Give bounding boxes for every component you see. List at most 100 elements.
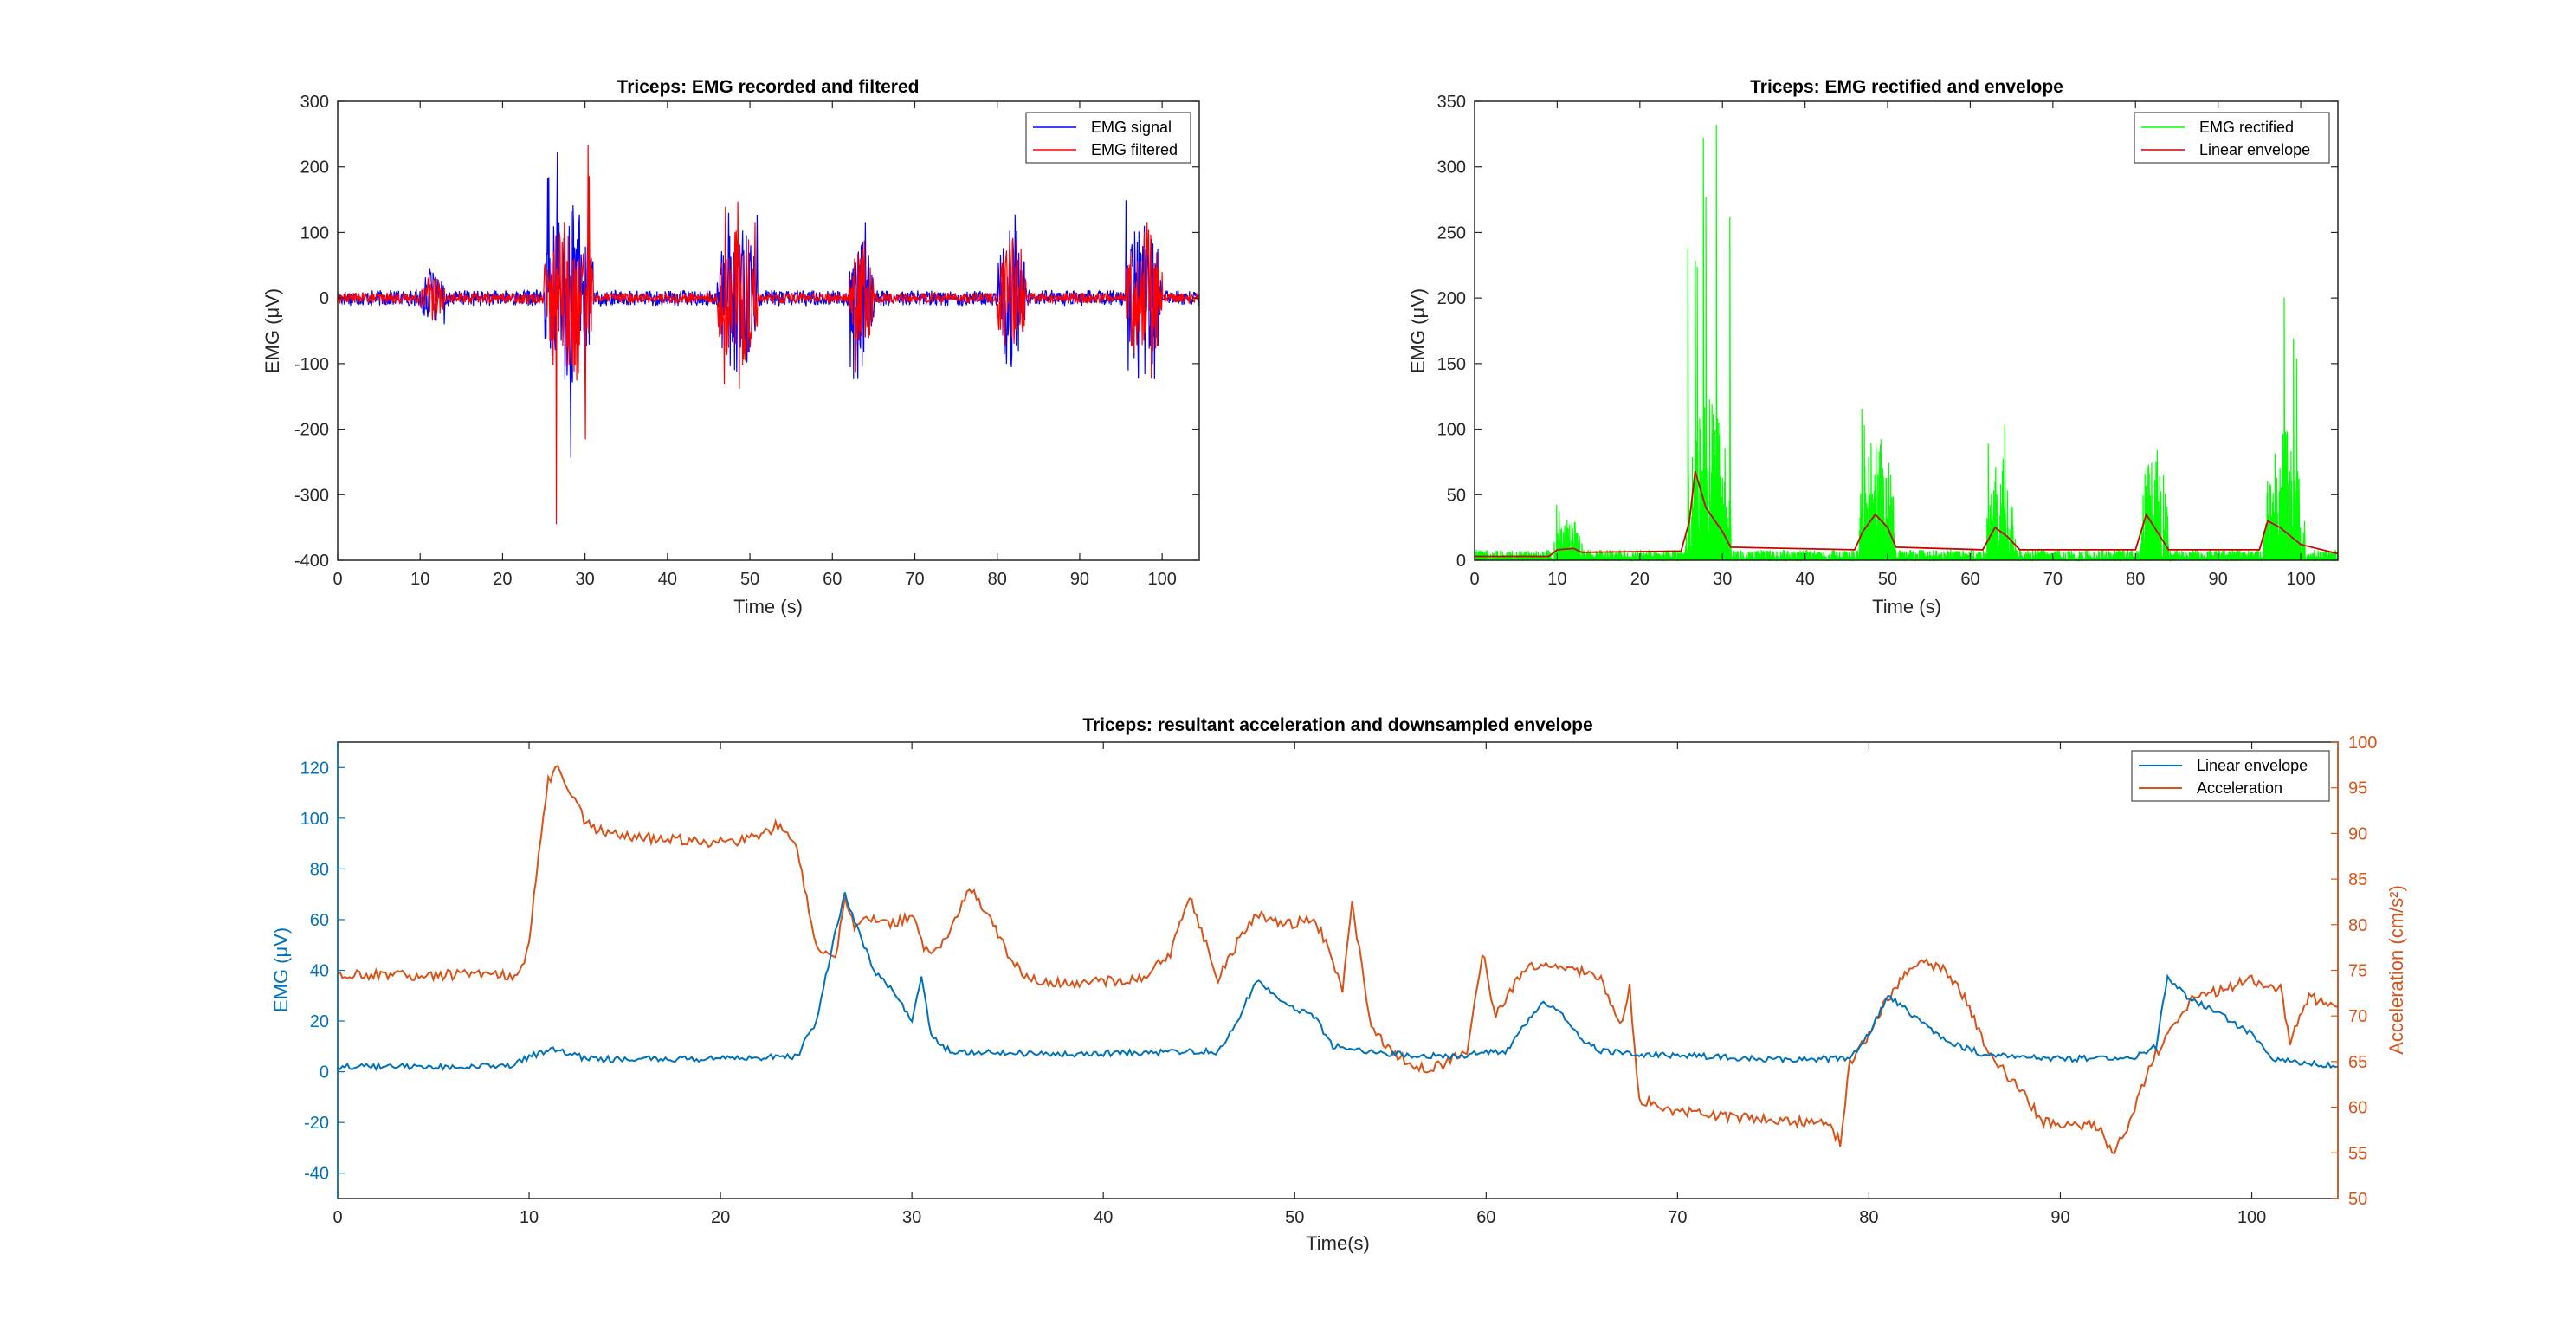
y-axis-right-ticks: 50 55 60 65 70 75 80 85 90 95 100 — [337, 733, 2377, 1209]
x-tick-label: 80 — [1859, 1208, 1878, 1227]
y-axis-ticks: -400 -300 -200 -100 0 100 200 300 — [294, 93, 1199, 571]
y-tick-label: 40 — [310, 962, 329, 981]
x-axis-label: Time (s) — [733, 596, 803, 617]
y-tick-label: -100 — [294, 355, 329, 374]
y-tick-label: 100 — [1437, 421, 1466, 440]
series-line-linear-envelope — [337, 892, 2339, 1072]
x-axis-label: Time (s) — [1872, 596, 1941, 617]
x-axis-ticks: 0 10 20 30 40 50 60 70 80 90 100 — [332, 101, 1177, 589]
chart-emg-recorded-filtered: Triceps: EMG recorded and filtered 0 10 20… — [261, 77, 1200, 617]
series-line-emg-rectified — [1474, 124, 2339, 563]
y-right-tick-label: 75 — [2348, 962, 2367, 981]
series-line-emg-filtered — [337, 145, 1200, 525]
x-tick-label: 30 — [902, 1208, 921, 1227]
legend-box — [1025, 112, 1191, 164]
x-tick-label: 10 — [410, 570, 429, 589]
plot-area — [337, 765, 2339, 1155]
y-tick-label: 250 — [1437, 223, 1466, 242]
y-right-tick-label: 70 — [2348, 1007, 2367, 1026]
x-tick-label: 80 — [2126, 570, 2145, 589]
x-tick-label: 50 — [1285, 1208, 1304, 1227]
legend-box — [2131, 750, 2330, 802]
x-tick-label: 40 — [1094, 1208, 1113, 1227]
series-line-emg-signal — [337, 152, 1200, 458]
plot-area — [337, 145, 1200, 525]
x-axis-ticks: 0 10 20 30 40 50 60 70 80 90 100 — [1469, 101, 2315, 589]
x-tick-label: 100 — [1147, 570, 1176, 589]
chart-title: Triceps: EMG rectified and envelope — [1750, 77, 2063, 97]
y-tick-label: 300 — [1437, 158, 1466, 178]
legend: Linear envelope Acceleration — [2131, 750, 2330, 802]
x-tick-label: 70 — [2043, 570, 2063, 589]
y-tick-label: 350 — [1437, 93, 1466, 112]
y-right-tick-label: 95 — [2348, 779, 2367, 798]
y-right-tick-label: 60 — [2348, 1099, 2367, 1118]
y-tick-label: 200 — [300, 158, 329, 178]
series-line-acceleration — [337, 765, 2339, 1155]
y-right-tick-label: 80 — [2348, 916, 2367, 935]
legend: EMG signal EMG filtered — [1025, 112, 1191, 164]
x-tick-label: 80 — [988, 570, 1007, 589]
legend-label-linear-envelope: Linear envelope — [2199, 141, 2310, 158]
chart-title: Triceps: resultant acceleration and down… — [1082, 715, 1592, 735]
chart-emg-rectified-envelope: Triceps: EMG rectified and envelope 0 10 2… — [1407, 77, 2339, 617]
y-tick-label: 120 — [300, 759, 329, 778]
y-axis-ticks: 0 50 100 150 200 250 300 350 — [1437, 93, 2338, 571]
plot-frame — [337, 100, 1200, 561]
x-tick-label: 60 — [1476, 1208, 1495, 1227]
x-tick-label: 10 — [1547, 570, 1566, 589]
plot-frame — [337, 741, 2339, 1199]
legend-label-emg-signal: EMG signal — [1091, 119, 1172, 136]
x-tick-label: 40 — [658, 570, 677, 589]
x-tick-label: 40 — [1796, 570, 1815, 589]
x-tick-label: 50 — [1878, 570, 1897, 589]
y-right-tick-label: 65 — [2348, 1053, 2367, 1072]
y-tick-label: 0 — [1456, 552, 1466, 571]
series-line-linear-envelope — [1475, 470, 2339, 558]
y-tick-label: -300 — [294, 486, 329, 505]
x-tick-label: 30 — [576, 570, 595, 589]
x-tick-label: 0 — [1469, 570, 1479, 589]
x-tick-label: 20 — [711, 1208, 730, 1227]
y-tick-label: -200 — [294, 421, 329, 440]
y-axis-label: EMG (μV) — [1407, 288, 1429, 373]
y-tick-label: 200 — [1437, 289, 1466, 308]
y-tick-label: 300 — [300, 93, 329, 112]
legend: EMG rectified Linear envelope — [2134, 112, 2330, 164]
y-right-tick-label: 90 — [2348, 824, 2367, 843]
y-tick-label: -20 — [304, 1114, 329, 1133]
legend-label-acceleration: Acceleration — [2197, 779, 2282, 797]
y-tick-label: 80 — [310, 860, 329, 879]
x-tick-label: 100 — [2286, 570, 2315, 589]
y-tick-label: 50 — [1447, 486, 1466, 505]
y-tick-label: 100 — [300, 223, 329, 242]
legend-box — [2134, 112, 2330, 164]
chart-title: Triceps: EMG recorded and filtered — [617, 77, 920, 97]
y-tick-label: 20 — [310, 1012, 329, 1031]
legend-label-emg-filtered: EMG filtered — [1091, 141, 1178, 158]
legend-label-emg-rectified: EMG rectified — [2199, 119, 2294, 136]
y-axis-ticks: -40 -20 0 20 40 60 80 100 120 — [300, 759, 345, 1184]
y-tick-label: -400 — [294, 552, 329, 571]
x-tick-label: 90 — [1070, 570, 1089, 589]
x-tick-label: 100 — [2237, 1208, 2266, 1227]
y-tick-label: 0 — [320, 1063, 329, 1082]
y-tick-label: 100 — [300, 810, 329, 829]
y-tick-label: -40 — [304, 1165, 329, 1184]
x-tick-label: 90 — [2050, 1208, 2069, 1227]
y-tick-label: 0 — [320, 289, 329, 308]
x-axis-label: Time(s) — [1306, 1232, 1370, 1254]
y-axis-label: EMG (μV) — [261, 288, 283, 373]
x-tick-label: 0 — [332, 1208, 342, 1227]
y-tick-label: 150 — [1437, 355, 1466, 374]
x-tick-label: 70 — [905, 570, 924, 589]
x-tick-label: 60 — [1960, 570, 1979, 589]
x-tick-label: 20 — [493, 570, 512, 589]
x-tick-label: 0 — [332, 570, 342, 589]
y-right-tick-label: 50 — [2348, 1190, 2367, 1209]
y-axis-right-label: Acceleration (cm/s²) — [2386, 885, 2407, 1055]
x-tick-label: 70 — [1668, 1208, 1687, 1227]
x-tick-label: 20 — [1630, 570, 1650, 589]
plot-area — [1474, 124, 2339, 563]
